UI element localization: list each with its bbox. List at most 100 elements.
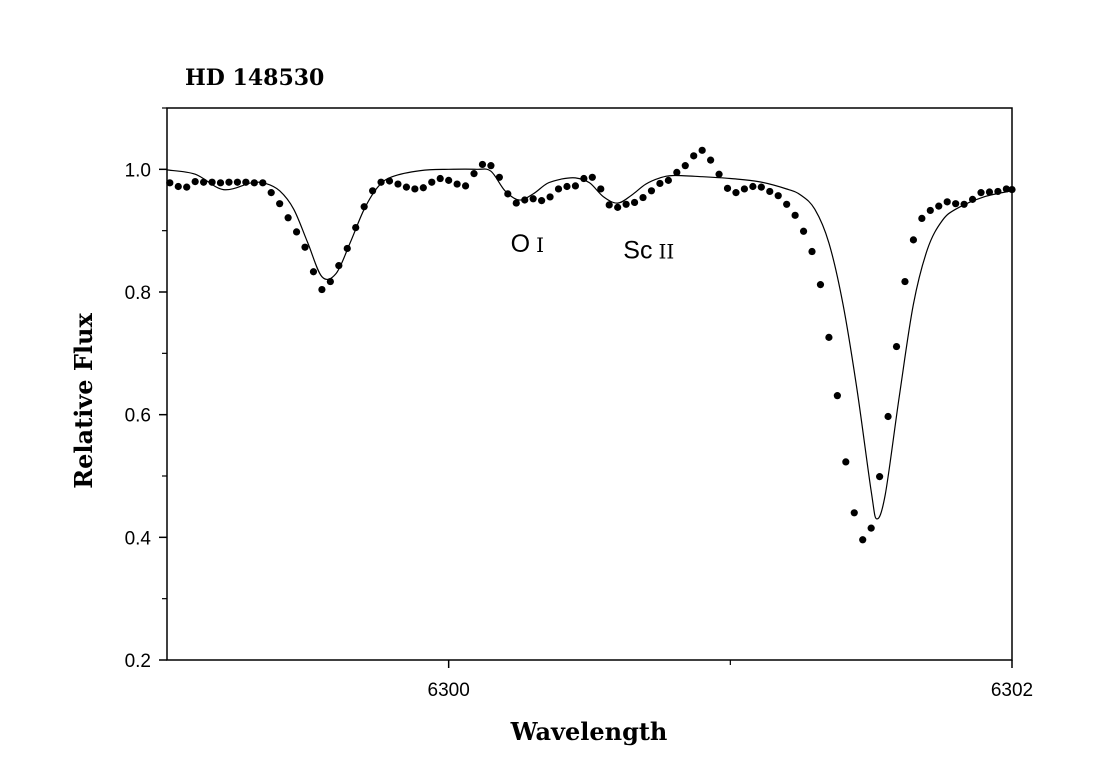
plot-frame [166, 107, 1013, 661]
data-point [470, 170, 478, 178]
data-point [191, 178, 199, 186]
data-point [698, 146, 706, 154]
data-point [715, 170, 723, 178]
data-point [377, 178, 385, 186]
data-point [943, 198, 951, 206]
data-point [276, 200, 284, 208]
data-point [690, 152, 698, 160]
data-point [200, 178, 208, 186]
data-point [512, 199, 520, 207]
data-point [428, 178, 436, 186]
data-point [216, 179, 225, 187]
data-point [326, 277, 334, 286]
data-point [799, 227, 808, 235]
observed-spectrum-points [166, 146, 1016, 544]
data-point [284, 214, 292, 222]
data-point [825, 333, 833, 341]
data-point [605, 201, 613, 209]
data-point [994, 187, 1002, 196]
y-tick-label: 0.6 [125, 406, 151, 427]
x-tick-label: 6300 [428, 680, 470, 701]
data-point [850, 509, 858, 517]
data-point [529, 195, 537, 203]
data-point [335, 262, 343, 270]
data-point [419, 184, 427, 192]
data-point [571, 182, 580, 190]
data-point [842, 458, 850, 466]
data-point [369, 187, 377, 195]
y-tick-label: 1.0 [125, 160, 151, 181]
data-point [749, 182, 757, 191]
data-point [833, 392, 841, 400]
data-point [783, 200, 791, 208]
data-point [901, 277, 909, 286]
data-point [402, 183, 411, 191]
data-point [884, 412, 892, 421]
data-point [859, 536, 867, 544]
data-point [166, 179, 174, 187]
data-point [394, 180, 402, 188]
data-point [673, 168, 681, 176]
data-point [639, 193, 647, 202]
y-tick-label: 0.8 [125, 283, 151, 304]
data-point [580, 174, 588, 183]
data-point [183, 183, 191, 191]
data-point [1002, 185, 1010, 193]
data-point [538, 197, 546, 205]
data-point [614, 203, 622, 211]
y-axis-label: Relative Flux [69, 313, 98, 489]
data-point [292, 228, 301, 236]
data-point [208, 178, 216, 186]
data-point [664, 176, 672, 184]
data-point [791, 211, 799, 219]
data-point [867, 524, 875, 532]
data-point [461, 182, 470, 190]
data-point [478, 160, 487, 169]
data-point [808, 247, 816, 256]
data-point [360, 203, 368, 211]
data-point [723, 184, 732, 192]
data-point [233, 178, 242, 186]
data-point [952, 200, 960, 208]
data-point [918, 214, 926, 222]
data-point [554, 185, 563, 193]
x-tick-label: 6302 [991, 680, 1033, 701]
data-point [774, 192, 782, 200]
y-tick-label: 0.4 [125, 528, 152, 549]
species-label: Sc II [623, 236, 674, 264]
data-point [740, 185, 749, 193]
data-point [707, 156, 715, 164]
y-axis: 0.2 0.4 0.6 0.8 1.0 [125, 107, 167, 672]
data-point [1008, 185, 1016, 194]
data-point [250, 179, 258, 187]
data-point [563, 182, 571, 191]
data-point [622, 200, 630, 208]
data-point [892, 342, 901, 351]
y-tick-label: 0.2 [125, 651, 151, 672]
line-annotations: O I Sc II [511, 230, 675, 264]
data-point [495, 173, 503, 181]
data-point [453, 180, 461, 188]
data-point [926, 206, 934, 215]
data-point [504, 190, 512, 198]
data-point [411, 185, 419, 193]
data-point [985, 188, 994, 196]
data-point [681, 162, 689, 170]
data-point [935, 202, 943, 210]
data-point [309, 268, 318, 276]
data-point [487, 162, 495, 170]
model-spectrum-line [166, 168, 1013, 520]
data-point [225, 178, 233, 186]
data-point [267, 189, 275, 197]
data-point [259, 179, 267, 187]
data-point [968, 195, 977, 203]
data-point [977, 189, 985, 197]
data-point [588, 173, 596, 181]
data-point [656, 179, 664, 188]
data-point [732, 189, 740, 197]
data-point [647, 187, 656, 195]
data-point [343, 244, 351, 253]
data-point [757, 183, 765, 191]
data-point [385, 177, 394, 185]
